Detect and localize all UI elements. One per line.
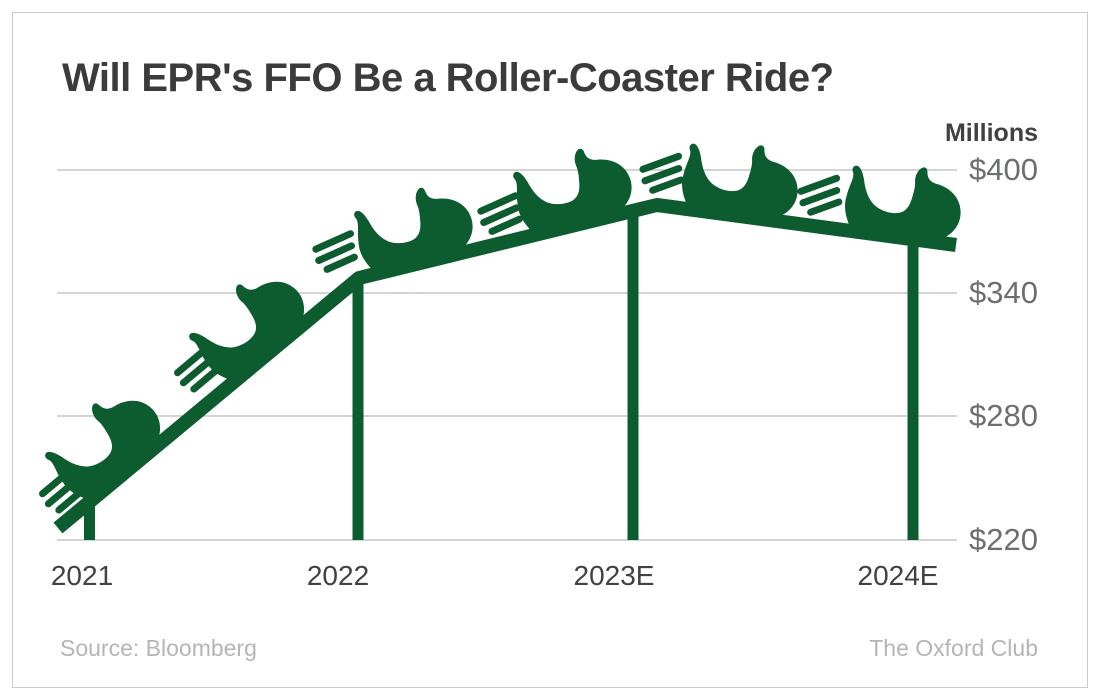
gridline-220	[57, 539, 957, 541]
gridline-280	[57, 415, 957, 417]
support-post-icon	[84, 206, 919, 540]
gridline-400	[57, 169, 957, 171]
chart-title: Will EPR's FFO Be a Roller-Coaster Ride?	[62, 56, 834, 100]
x-tick-label: 2022	[306, 560, 370, 591]
y-axis-unit-label: Millions	[944, 119, 1038, 147]
track-icon	[53, 198, 957, 534]
x-tick-label: 2023E	[573, 560, 655, 591]
y-tick-label: $220	[969, 522, 1038, 557]
x-tick-label: 2021	[50, 560, 114, 591]
gridline-340	[57, 292, 957, 294]
y-tick-label: $400	[969, 152, 1038, 187]
x-tick-label: 2024E	[857, 560, 939, 591]
source-note: Source: Bloomberg	[60, 635, 257, 661]
y-tick-label: $280	[969, 398, 1038, 433]
brand-note: The Oxford Club	[869, 635, 1038, 661]
y-tick-label: $340	[969, 275, 1038, 310]
